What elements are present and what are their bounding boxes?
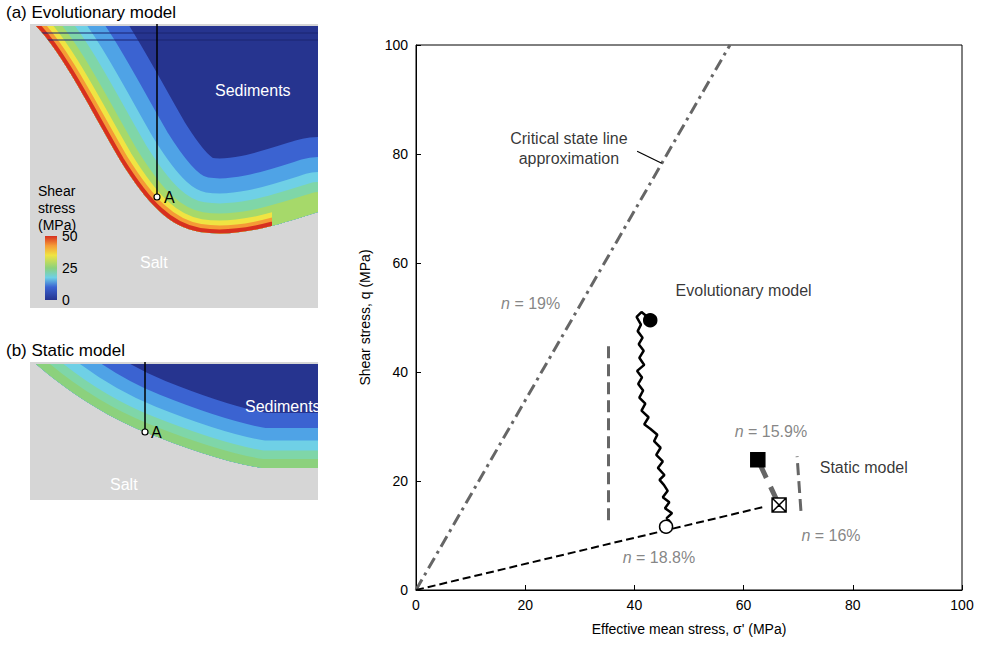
- svg-text:n: n: [801, 527, 810, 544]
- svg-text:A: A: [151, 424, 162, 441]
- svg-text:20: 20: [392, 473, 408, 489]
- svg-text:stress: stress: [38, 200, 75, 216]
- svg-text:Salt: Salt: [140, 254, 168, 271]
- svg-text:100: 100: [385, 37, 409, 53]
- svg-text:60: 60: [392, 255, 408, 271]
- svg-text:A: A: [164, 189, 175, 206]
- svg-text:(MPa): (MPa): [38, 217, 76, 233]
- svg-text:40: 40: [392, 364, 408, 380]
- svg-text:Salt: Salt: [110, 476, 138, 493]
- svg-text:80: 80: [845, 597, 861, 613]
- svg-text:80: 80: [392, 146, 408, 162]
- svg-text:0: 0: [62, 292, 70, 308]
- svg-text:40: 40: [627, 597, 643, 613]
- svg-text:20: 20: [517, 597, 533, 613]
- svg-text:Shear: Shear: [38, 183, 76, 199]
- svg-text:approximation: approximation: [519, 150, 620, 167]
- svg-text:n: n: [501, 295, 510, 312]
- svg-text:n: n: [735, 423, 744, 440]
- svg-text:n: n: [623, 549, 632, 566]
- svg-text:Critical state line: Critical state line: [510, 130, 627, 147]
- svg-text:Sediments: Sediments: [245, 398, 321, 415]
- svg-text:(a) Evolutionary model: (a) Evolutionary model: [6, 3, 176, 22]
- svg-text:= 18.8%: = 18.8%: [632, 549, 696, 566]
- svg-text:50: 50: [62, 228, 78, 244]
- svg-text:= 15.9%: = 15.9%: [744, 423, 808, 440]
- svg-text:100: 100: [950, 597, 974, 613]
- svg-text:Effective mean stress, σ' (MPa: Effective mean stress, σ' (MPa): [592, 621, 787, 637]
- svg-text:0: 0: [400, 582, 408, 598]
- svg-text:= 16%: = 16%: [810, 527, 860, 544]
- svg-text:60: 60: [736, 597, 752, 613]
- svg-text:0: 0: [412, 597, 420, 613]
- svg-text:Static model: Static model: [820, 459, 908, 476]
- svg-text:(b) Static model: (b) Static model: [6, 341, 125, 360]
- svg-text:= 19%: = 19%: [510, 295, 560, 312]
- svg-text:Sediments: Sediments: [215, 82, 291, 99]
- svg-text:25: 25: [62, 260, 78, 276]
- svg-text:Evolutionary model: Evolutionary model: [676, 282, 812, 299]
- svg-text:Shear stress, q (MPa): Shear stress, q (MPa): [357, 249, 373, 385]
